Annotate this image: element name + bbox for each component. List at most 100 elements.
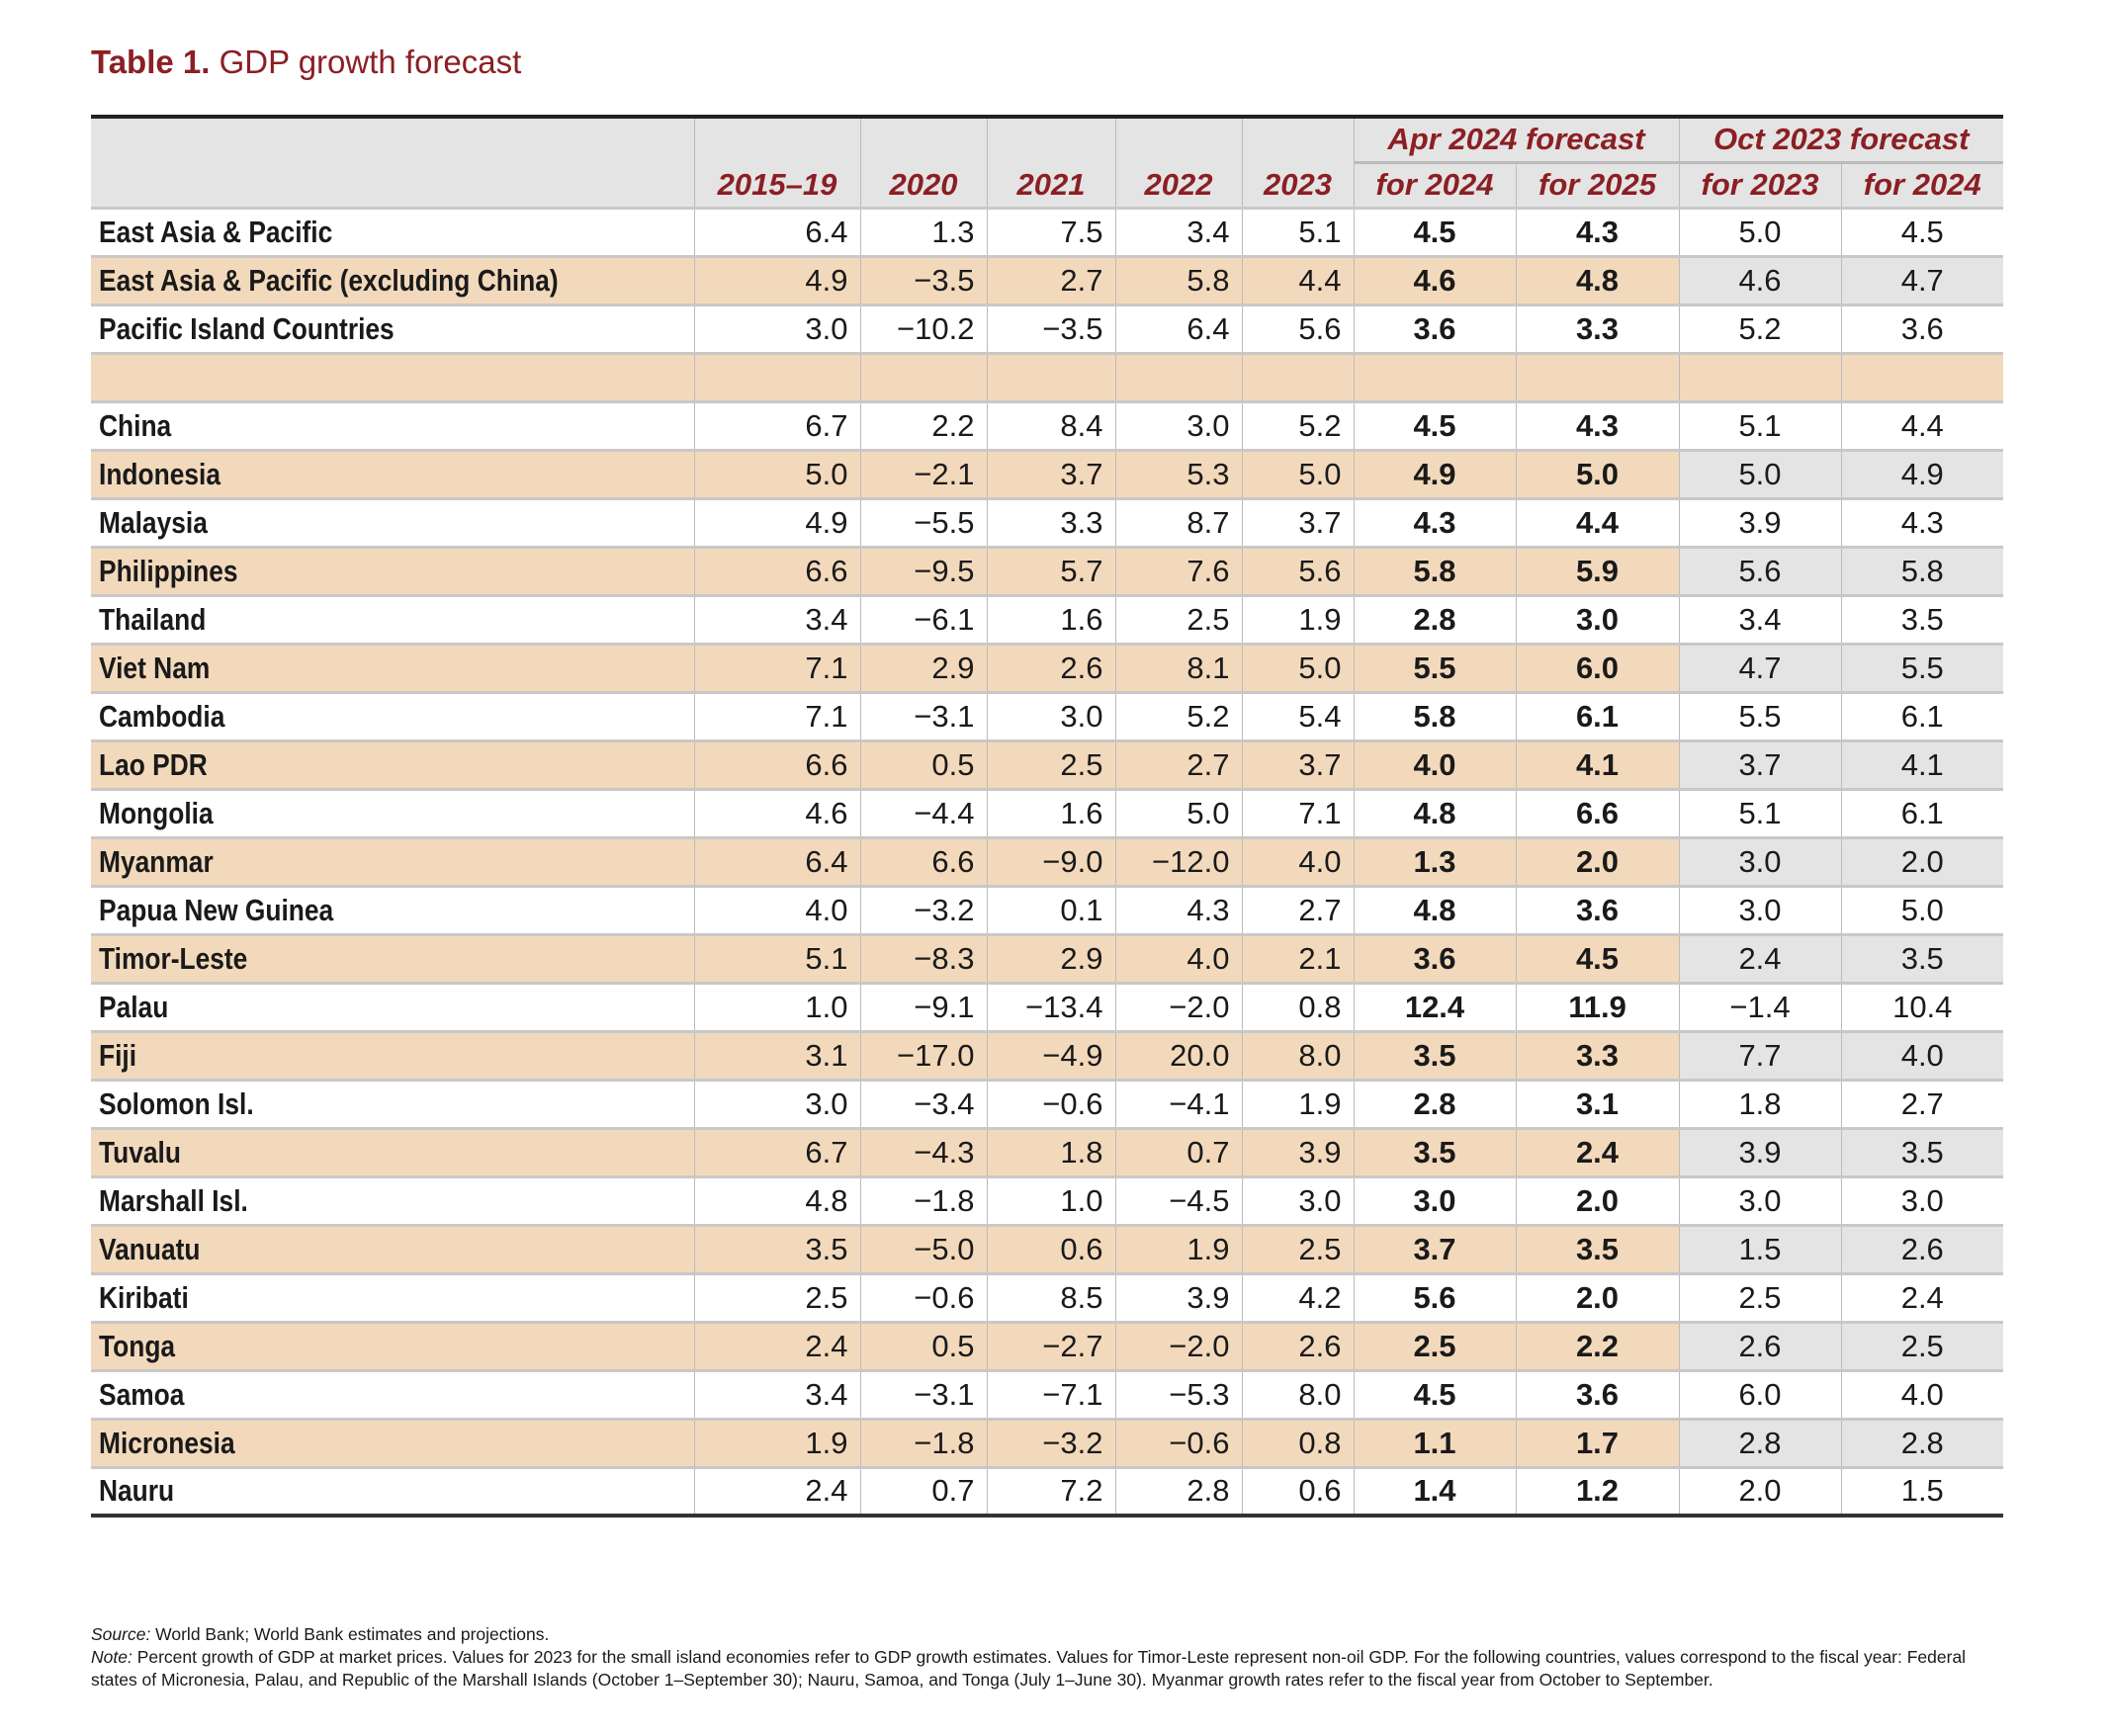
value-cell: 3.5: [1840, 1128, 2004, 1176]
row-label: Papua New Guinea: [99, 892, 334, 927]
header-blank: [1114, 117, 1242, 162]
value-cell: 1.2: [1515, 1467, 1679, 1516]
value-cell: 0.5: [859, 1322, 987, 1370]
table-row: Viet Nam 7.1 2.9 2.6 8.1 5.0 5.5 6.0 4.7 5.5: [91, 644, 2004, 692]
value-cell: −2.7: [986, 1322, 1115, 1370]
value-cell: −5.3: [1114, 1370, 1242, 1419]
value-cell: 1.9: [693, 1419, 860, 1467]
value-cell: 4.6: [1678, 256, 1841, 304]
value-cell: 3.0: [693, 304, 860, 353]
value-cell: [693, 353, 860, 401]
value-cell: 4.9: [693, 498, 860, 547]
value-cell: −17.0: [859, 1031, 987, 1080]
value-cell: 10.4: [1840, 983, 2004, 1031]
value-cell: −2.0: [1114, 983, 1242, 1031]
note: Note: Percent growth of GDP at market pr…: [91, 1646, 2009, 1692]
row-label-cell: Thailand: [91, 595, 694, 644]
value-cell: [1678, 353, 1841, 401]
value-cell: 3.0: [1114, 401, 1242, 450]
column-header: for 2023: [1678, 162, 1841, 208]
value-cell: −7.1: [986, 1370, 1115, 1419]
row-label-cell: China: [91, 401, 694, 450]
table-row: Marshall Isl. 4.8 −1.8 1.0 −4.5 3.0 3.0 2.0 3.0 3…: [91, 1176, 2004, 1225]
value-cell: 3.3: [986, 498, 1115, 547]
value-cell: 1.7: [1515, 1419, 1679, 1467]
column-header: 2015–19: [693, 162, 860, 208]
row-label: Thailand: [99, 601, 207, 637]
value-cell: 5.5: [1678, 692, 1841, 740]
column-header: for 2024: [1353, 162, 1516, 208]
source-note: Source: World Bank; World Bank estimates…: [91, 1623, 2009, 1646]
value-cell: −3.1: [859, 1370, 987, 1419]
row-label-cell: Solomon Isl.: [91, 1080, 694, 1128]
table-row: Tonga 2.4 0.5 −2.7 −2.0 2.6 2.5 2.2 2.6 2.5: [91, 1322, 2004, 1370]
value-cell: 5.6: [1241, 304, 1354, 353]
table-row: Nauru 2.4 0.7 7.2 2.8 0.6 1.4 1.2 2.0 1.5: [91, 1467, 2004, 1516]
value-cell: 3.3: [1515, 304, 1679, 353]
value-cell: [1114, 353, 1242, 401]
value-cell: 3.0: [1241, 1176, 1354, 1225]
value-cell: 5.8: [1353, 547, 1516, 595]
value-cell: 4.0: [1840, 1031, 2004, 1080]
value-cell: 4.3: [1840, 498, 2004, 547]
value-cell: 3.6: [1840, 304, 2004, 353]
value-cell: 1.5: [1678, 1225, 1841, 1273]
row-label: Cambodia: [99, 698, 225, 734]
value-cell: 3.0: [1678, 837, 1841, 886]
value-cell: 3.9: [1678, 1128, 1841, 1176]
value-cell: 2.5: [1114, 595, 1242, 644]
value-cell: −0.6: [986, 1080, 1115, 1128]
value-cell: 3.9: [1678, 498, 1841, 547]
value-cell: 1.6: [986, 789, 1115, 837]
value-cell: [1515, 353, 1679, 401]
value-cell: 2.8: [1678, 1419, 1841, 1467]
value-cell: 4.5: [1840, 208, 2004, 256]
value-cell: 5.0: [1840, 886, 2004, 934]
value-cell: 4.3: [1515, 208, 1679, 256]
value-cell: 3.5: [1515, 1225, 1679, 1273]
value-cell: 2.8: [1353, 595, 1516, 644]
table-row: East Asia & Pacific (excluding China) 4.9…: [91, 256, 2004, 304]
value-cell: 3.7: [1241, 740, 1354, 789]
row-label: Malaysia: [99, 504, 208, 540]
value-cell: 4.4: [1840, 401, 2004, 450]
table-notes: Source: World Bank; World Bank estimates…: [91, 1623, 2009, 1692]
value-cell: −4.4: [859, 789, 987, 837]
value-cell: 6.4: [1114, 304, 1242, 353]
value-cell: 4.8: [693, 1176, 860, 1225]
header-group-apr-2024: Apr 2024 forecast: [1353, 117, 1679, 164]
value-cell: −9.5: [859, 547, 987, 595]
value-cell: 3.5: [693, 1225, 860, 1273]
row-label-cell: Lao PDR: [91, 740, 694, 789]
value-cell: 2.7: [986, 256, 1115, 304]
value-cell: 4.1: [1840, 740, 2004, 789]
value-cell: −1.8: [859, 1419, 987, 1467]
column-header: 2022: [1114, 162, 1242, 208]
value-cell: 2.2: [859, 401, 987, 450]
table-row: East Asia & Pacific 6.4 1.3 7.5 3.4 5.1 4.5 4.3…: [91, 208, 2004, 256]
value-cell: −3.2: [986, 1419, 1115, 1467]
value-cell: 3.0: [1515, 595, 1679, 644]
value-cell: 3.6: [1515, 886, 1679, 934]
value-cell: 5.0: [1678, 208, 1841, 256]
value-cell: 4.3: [1515, 401, 1679, 450]
value-cell: −3.4: [859, 1080, 987, 1128]
row-label-cell: Mongolia: [91, 789, 694, 837]
value-cell: −0.6: [859, 1273, 987, 1322]
value-cell: 3.0: [1678, 1176, 1841, 1225]
value-cell: 5.0: [1114, 789, 1242, 837]
row-label: East Asia & Pacific: [99, 214, 333, 249]
row-label-cell: Fiji: [91, 1031, 694, 1080]
value-cell: 2.8: [1840, 1419, 2004, 1467]
value-cell: 6.4: [693, 208, 860, 256]
value-cell: 2.4: [1840, 1273, 2004, 1322]
value-cell: 5.1: [1241, 208, 1354, 256]
row-label: Nauru: [99, 1473, 175, 1509]
row-label-cell: Vanuatu: [91, 1225, 694, 1273]
header-blank: [1241, 117, 1354, 162]
row-label: Myanmar: [99, 843, 214, 879]
column-header: for 2025: [1515, 162, 1679, 208]
value-cell: −3.5: [859, 256, 987, 304]
value-cell: 2.0: [1678, 1467, 1841, 1516]
value-cell: 2.0: [1840, 837, 2004, 886]
